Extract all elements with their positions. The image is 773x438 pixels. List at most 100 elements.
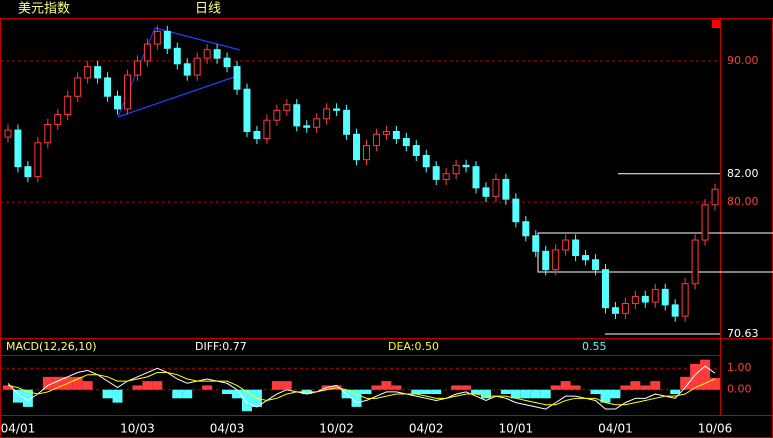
macd-bar [431, 389, 442, 395]
macd-bar [500, 389, 511, 395]
macd-bar [550, 385, 561, 390]
marker-square [712, 20, 720, 28]
macd-bar [222, 389, 233, 395]
candle-body [592, 259, 600, 271]
y-tick-label: 0.00 [727, 383, 752, 396]
macd-bar [281, 381, 292, 390]
candle-body [133, 60, 141, 76]
macd-bar [461, 385, 472, 390]
macd-bar [72, 376, 83, 390]
candle-body [353, 133, 361, 161]
macd-bar [481, 389, 491, 399]
candle-body [4, 129, 12, 138]
candle-body [631, 295, 639, 304]
diff-label: DIFF:0.77 [195, 340, 247, 353]
macd-bar [172, 389, 183, 399]
candle-body [492, 178, 500, 197]
macd-bar [152, 381, 163, 390]
macd-bar [52, 376, 63, 390]
macd-bar [610, 389, 621, 399]
macd-bar [242, 389, 252, 412]
candle-body [542, 250, 550, 271]
macd-bar [700, 359, 711, 390]
candle-body [94, 66, 102, 79]
candle-body [283, 104, 291, 111]
macd-bar [630, 381, 641, 390]
macd-bar [82, 381, 93, 390]
candle-body [34, 142, 42, 178]
macd-bar [710, 377, 720, 390]
candle-body [163, 30, 171, 49]
candle-body [641, 295, 649, 303]
candle-body [323, 108, 331, 120]
macd-bar [142, 381, 153, 390]
macd-bar [600, 389, 611, 403]
macd-line [7, 372, 716, 406]
x-tick-label: 04/01 [598, 422, 633, 436]
candle-body [183, 63, 191, 76]
macd-bar [42, 376, 53, 390]
candle-body [104, 77, 112, 97]
candle-body [193, 57, 201, 76]
dea-label: DEA:0.50 [388, 340, 439, 353]
macd-bar [271, 381, 282, 390]
candle-body [54, 114, 62, 125]
macd-bar [12, 389, 23, 403]
candle-body [123, 74, 131, 110]
candle-body [711, 188, 719, 206]
x-tick-label: 10/06 [698, 422, 733, 436]
candle-body [691, 239, 699, 285]
candle-body [313, 118, 321, 128]
macd-bar [670, 389, 681, 395]
candle-body [14, 129, 22, 168]
candle-body [303, 125, 311, 128]
macd-bar [232, 389, 242, 399]
candle-body [671, 304, 679, 317]
candle-body [512, 198, 520, 223]
macd-bar [650, 381, 661, 390]
y-tick-label: 1.00 [727, 361, 752, 374]
candle-body [701, 204, 709, 241]
candle-body [422, 154, 430, 168]
x-tick-label: 04/02 [409, 422, 444, 436]
macd-bar [520, 389, 531, 399]
candle-body [273, 109, 281, 121]
x-tick-label: 10/01 [499, 422, 534, 436]
candle-body [233, 66, 241, 90]
x-tick-label: 04/03 [210, 422, 245, 436]
candle-body [532, 235, 540, 252]
x-tick-label: 04/01 [1, 422, 36, 436]
macd-bar [182, 389, 193, 399]
candle-body [64, 95, 72, 116]
candle-body [24, 166, 32, 178]
candle-body [432, 166, 440, 180]
x-tick-label: 10/02 [319, 422, 354, 436]
candle-body [462, 164, 470, 168]
candle-body [611, 307, 619, 314]
macd-bar [391, 385, 402, 390]
level-label: 70.63 [727, 327, 759, 340]
candle-body [333, 108, 341, 111]
macd-bar [510, 389, 521, 399]
level-label: 82.00 [727, 167, 759, 180]
candle-body [482, 187, 490, 197]
title: 美元指数 [18, 2, 70, 17]
candle-body [84, 66, 92, 79]
macd-bar [102, 389, 113, 399]
macd-bar [351, 389, 362, 407]
range-box [537, 232, 773, 273]
candle-body [572, 239, 580, 257]
macd-bar [560, 381, 571, 390]
macd-bar [451, 385, 462, 390]
candle-body [223, 57, 231, 68]
macd-bar [202, 385, 213, 390]
macd-bar [570, 385, 581, 390]
macd-bar [421, 389, 432, 395]
candle-body [293, 104, 301, 127]
candle-body [213, 49, 221, 59]
candle-body [661, 288, 669, 306]
candle-body [44, 123, 52, 144]
